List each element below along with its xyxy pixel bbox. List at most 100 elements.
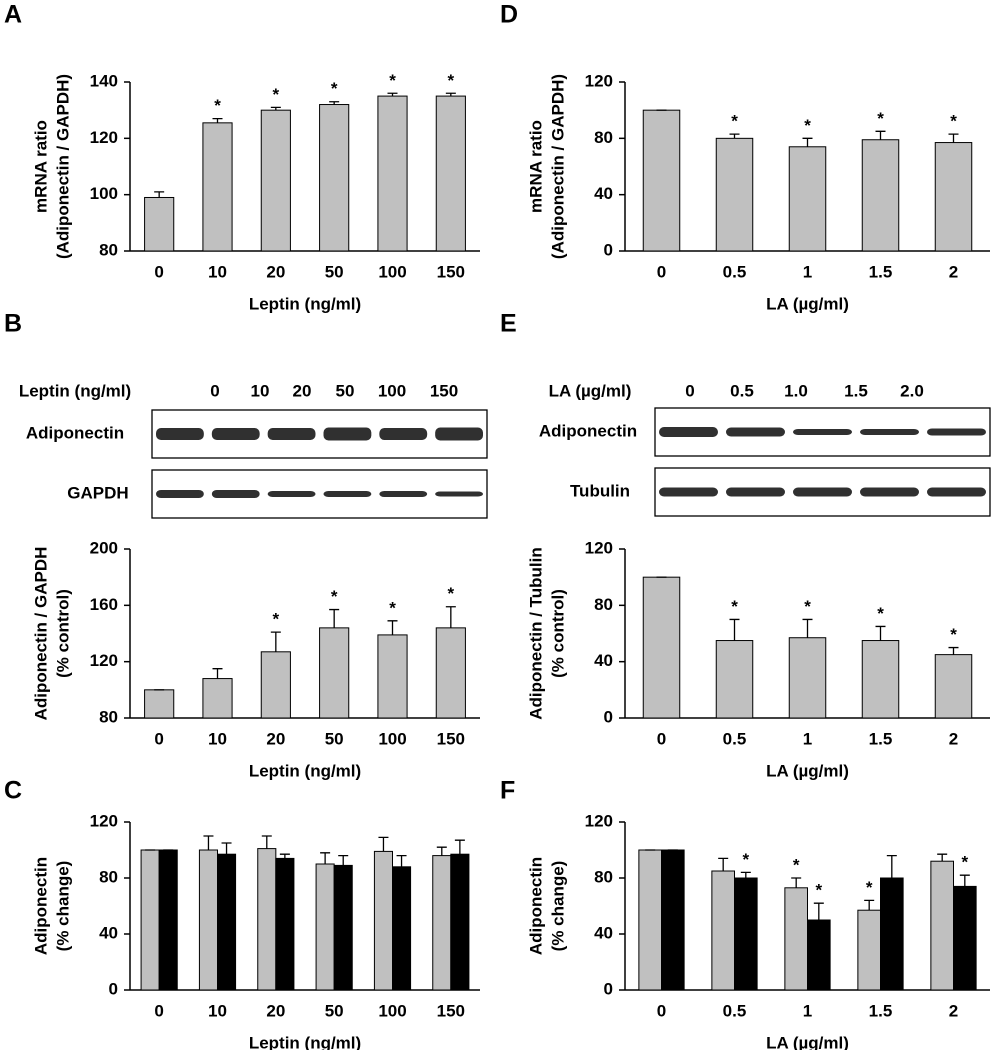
blot-band — [435, 491, 483, 497]
bar — [377, 634, 408, 719]
error-bar — [813, 902, 824, 920]
bar — [319, 104, 350, 252]
y-axis-label: mRNA ratio — [526, 120, 545, 213]
x-tick-label: 1.5 — [869, 1001, 893, 1020]
bar — [642, 109, 681, 252]
bar — [392, 866, 412, 991]
y-axis-label: (Adiponectin / GAPDH) — [53, 74, 72, 259]
error-bar — [378, 836, 389, 852]
bar — [435, 627, 466, 719]
bar — [260, 109, 291, 252]
y-tick-label: 80 — [99, 707, 118, 726]
significance-mark: * — [804, 116, 811, 135]
x-tick-label: 1 — [803, 1001, 812, 1020]
blot-frame — [151, 469, 488, 519]
bar — [432, 855, 452, 991]
bar — [807, 919, 831, 991]
error-bar — [454, 839, 465, 855]
error-bar — [329, 101, 340, 105]
blot-band — [267, 491, 316, 497]
significance-mark: * — [731, 112, 738, 131]
y-axis-label: Adiponectin — [31, 857, 50, 955]
bar — [788, 146, 827, 252]
x-axis-label: Leptin (ng/ml) — [249, 294, 361, 313]
y-tick-label: 40 — [594, 923, 613, 942]
error-bar — [791, 877, 802, 888]
significance-mark: * — [877, 604, 884, 623]
bar — [202, 122, 233, 252]
significance-mark: * — [448, 584, 455, 603]
blot-band — [927, 428, 986, 436]
lane-label: 150 — [430, 381, 458, 400]
lane-label: 0 — [685, 381, 694, 400]
significance-mark: * — [877, 109, 884, 128]
x-tick-label: 2 — [949, 729, 958, 748]
bar — [953, 885, 977, 991]
error-bar — [261, 835, 272, 849]
x-tick-label: 0 — [154, 262, 163, 281]
blot-band — [156, 428, 204, 440]
y-tick-label: 140 — [90, 71, 118, 90]
blot-band — [156, 490, 204, 498]
error-bar — [154, 191, 165, 198]
x-tick-label: 150 — [437, 262, 465, 281]
error-bar — [270, 631, 281, 652]
error-bar — [718, 857, 729, 871]
bar — [333, 864, 353, 991]
x-tick-label: 0 — [657, 729, 666, 748]
lane-label: 20 — [293, 381, 312, 400]
error-bar — [875, 130, 886, 140]
panel-label: F — [500, 777, 515, 805]
x-tick-label: 20 — [266, 1001, 285, 1020]
bar — [784, 887, 808, 991]
x-tick-label: 1.5 — [869, 262, 893, 281]
bar — [435, 95, 466, 252]
blot-row-label: Adiponectin — [539, 421, 637, 440]
x-tick-label: 100 — [378, 729, 406, 748]
blot-band — [379, 491, 428, 497]
y-tick-label: 160 — [90, 595, 118, 614]
bar — [934, 654, 973, 719]
y-tick-label: 120 — [90, 128, 118, 147]
lane-label: 1.5 — [844, 381, 868, 400]
bar — [450, 853, 470, 991]
bar — [373, 850, 393, 991]
lane-label: 0 — [210, 381, 219, 400]
blot-band — [323, 491, 372, 497]
y-tick-label: 0 — [109, 979, 118, 998]
blot-band — [726, 487, 785, 497]
bar — [930, 860, 954, 991]
y-axis-label: (% control) — [548, 589, 567, 678]
x-tick-label: 50 — [325, 729, 344, 748]
bar — [315, 863, 335, 991]
error-bar — [279, 853, 290, 859]
x-tick-label: 0 — [657, 1001, 666, 1020]
bar — [275, 857, 295, 991]
x-tick-label: 0 — [154, 729, 163, 748]
bar — [144, 196, 175, 252]
blot-band — [659, 487, 718, 497]
bar — [260, 651, 291, 719]
error-bar — [203, 835, 214, 850]
bar — [158, 849, 178, 991]
blot-band — [793, 429, 852, 435]
bar — [319, 627, 350, 719]
error-bar — [436, 846, 447, 856]
error-bar — [212, 668, 223, 679]
x-tick-label: 50 — [325, 262, 344, 281]
x-axis-label: Leptin (ng/ml) — [249, 761, 361, 780]
error-bar — [338, 854, 349, 866]
y-tick-label: 120 — [585, 538, 613, 557]
y-tick-label: 120 — [585, 71, 613, 90]
error-bar — [396, 854, 407, 867]
blot-header: LA (µg/ml) — [549, 381, 632, 400]
x-tick-label: 20 — [266, 729, 285, 748]
bar — [377, 95, 408, 252]
bar — [861, 139, 900, 252]
blot-band — [659, 427, 718, 437]
y-axis-label: mRNA ratio — [31, 120, 50, 213]
x-tick-label: 150 — [437, 729, 465, 748]
panel-label: B — [4, 310, 22, 338]
significance-mark: * — [331, 587, 338, 606]
significance-mark: * — [743, 850, 750, 869]
